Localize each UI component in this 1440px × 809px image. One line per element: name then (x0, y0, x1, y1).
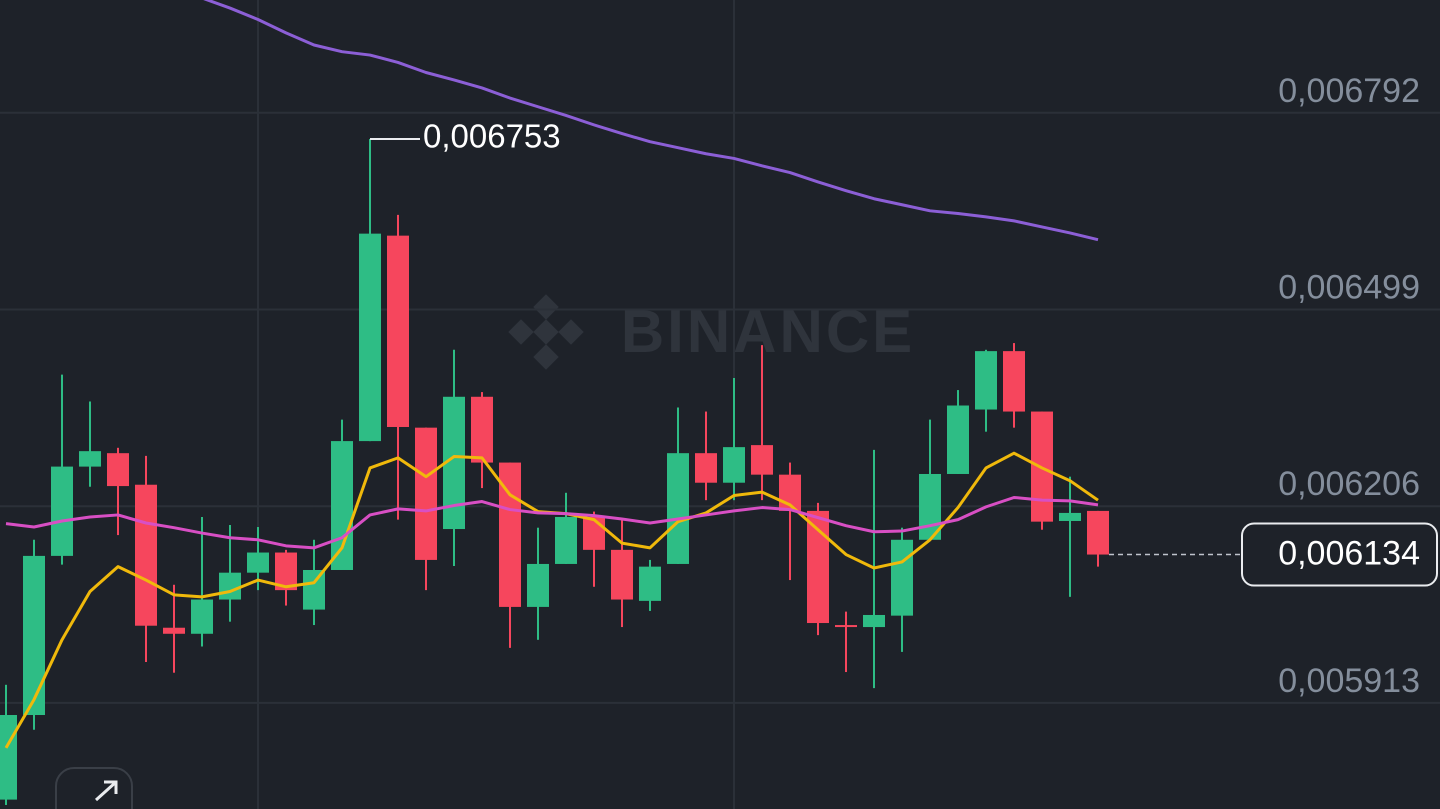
candle-body (275, 552, 297, 591)
candle-body (975, 351, 997, 410)
arrow-icon (94, 780, 118, 802)
expand-button[interactable] (55, 767, 133, 809)
moving-average-line (203, 0, 1099, 242)
y-tick-label: 0,006206 (1278, 465, 1420, 503)
watermark-logo (508, 294, 584, 370)
candle-body (415, 427, 437, 560)
watermark: BINANCE (621, 298, 915, 365)
candle-body (611, 549, 633, 600)
candle-body (247, 552, 269, 573)
candle-body (583, 516, 605, 550)
candle-body (723, 447, 745, 483)
candle-body (191, 599, 213, 634)
candle-body (863, 614, 885, 628)
candle-body (891, 539, 913, 616)
candle-body (947, 405, 969, 474)
candle-body (443, 396, 465, 530)
candle-body (107, 453, 129, 487)
button-frame[interactable] (55, 767, 133, 809)
candle-body (163, 627, 185, 634)
candle-body (303, 569, 325, 610)
candle-body (667, 453, 689, 564)
candle-body (51, 466, 73, 556)
candle-body (1059, 512, 1081, 521)
candle-body (387, 235, 409, 427)
candle-body (751, 445, 773, 475)
candle-body (639, 566, 661, 601)
candle-body (835, 625, 857, 628)
candle-body (359, 233, 381, 442)
candle-body (219, 572, 241, 600)
arrow-icon (104, 780, 118, 794)
last-price-label: 0,006134 (1278, 535, 1420, 573)
candle-body (527, 563, 549, 607)
candle-body (695, 453, 717, 483)
y-tick-label: 0,006792 (1278, 72, 1420, 110)
candle-body (79, 451, 101, 467)
candle-body (331, 441, 353, 570)
candle-body (23, 555, 45, 716)
candle-body (807, 510, 829, 624)
y-tick-label: 0,006499 (1278, 268, 1420, 306)
high-label: 0,006753 (423, 118, 561, 155)
moving-average-line (5, 495, 1099, 550)
y-tick-label: 0,005913 (1278, 662, 1420, 700)
last-price-box (1241, 522, 1438, 587)
candle-body (1087, 510, 1109, 555)
candle-body (1003, 351, 1025, 412)
candle-body (135, 484, 157, 626)
candle-body (555, 516, 577, 564)
candle-body (471, 396, 493, 463)
candle-body (0, 715, 17, 800)
